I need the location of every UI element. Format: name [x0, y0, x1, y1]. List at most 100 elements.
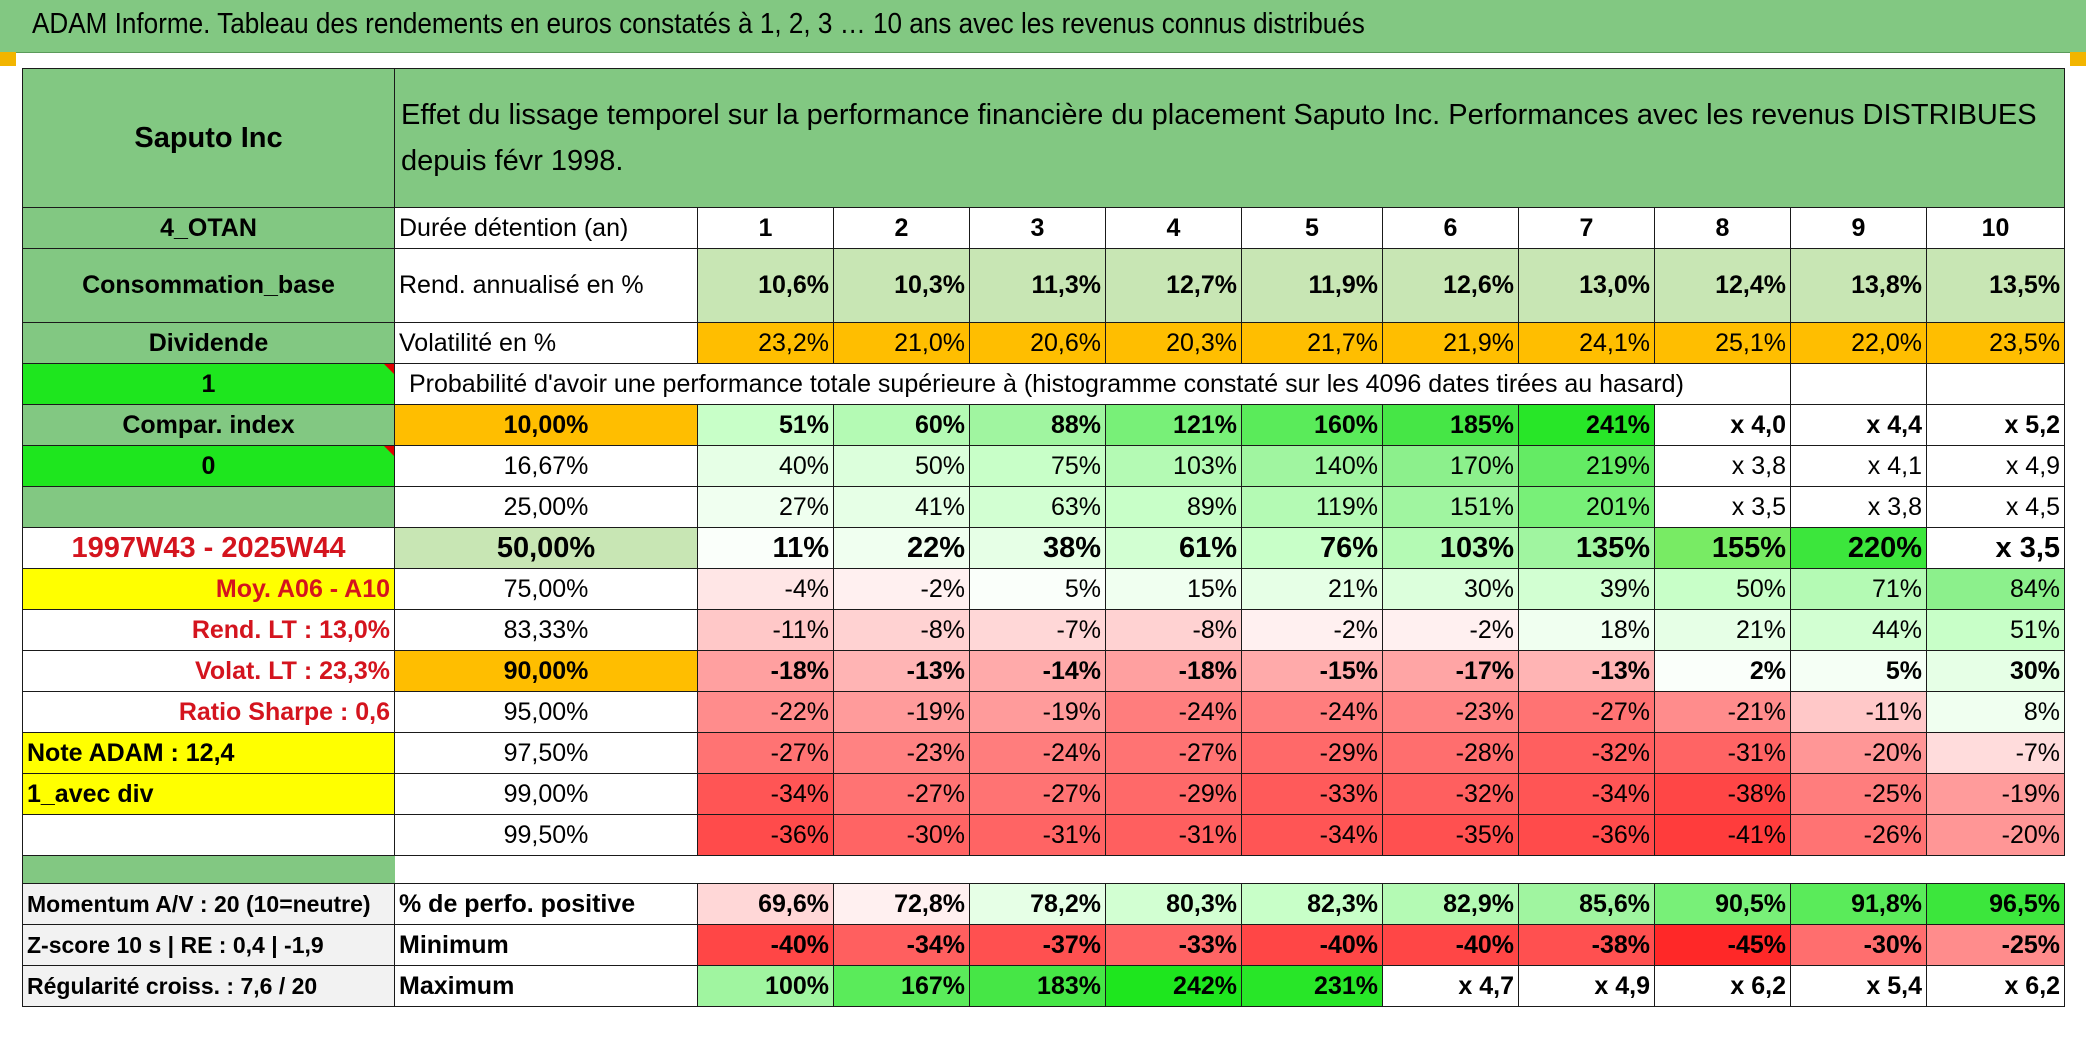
- median-row: 1997W43 - 2025W44 50,00% 11% 22% 38% 61% 76% 10…: [22, 527, 2066, 569]
- stat-cell: -37%: [969, 924, 1106, 966]
- stat-cell: -38%: [1518, 924, 1655, 966]
- year-header: 9: [1790, 207, 1927, 249]
- probability-cell: 22%: [833, 527, 970, 569]
- probability-cell: 40%: [697, 445, 834, 487]
- probability-cell: 103%: [1105, 445, 1242, 487]
- flag-zero: 0: [22, 445, 395, 487]
- probability-cell: 84%: [1925, 568, 2066, 610]
- probability-cell: -34%: [1518, 773, 1655, 815]
- probability-cell: -24%: [969, 732, 1106, 774]
- spacer-cell: [394, 855, 2065, 884]
- stat-cell: -40%: [1241, 924, 1383, 966]
- report-title: ADAM Informe. Tableau des rendements en …: [32, 8, 1365, 40]
- probability-cell: 241%: [1518, 404, 1655, 446]
- stat-cell: x 4,7: [1382, 965, 1519, 1007]
- empty-cell: [1925, 363, 2066, 405]
- probability-cell: -24%: [1105, 691, 1242, 733]
- probability-cell: -27%: [969, 773, 1106, 815]
- sector-label: Consommation_base: [22, 248, 395, 323]
- probability-cell: 170%: [1382, 445, 1519, 487]
- probability-cell: 76%: [1241, 527, 1383, 569]
- probability-cell: 21%: [1241, 568, 1383, 610]
- return-label: Rend. annualisé en %: [394, 248, 698, 323]
- return-cell: 10,6%: [697, 248, 834, 323]
- probability-cell: 135%: [1518, 527, 1655, 569]
- probability-cell: 220%: [1790, 527, 1927, 569]
- stat-label: Maximum: [394, 965, 698, 1007]
- compar-index-label: Compar. index: [22, 404, 395, 446]
- volatility-cell: 25,1%: [1654, 322, 1791, 364]
- table-title: Effet du lissage temporel sur la perform…: [393, 68, 2066, 208]
- probability-cell: 61%: [1105, 527, 1242, 569]
- probability-cell: 50%: [1654, 568, 1791, 610]
- stat-cell: x 5,4: [1790, 965, 1927, 1007]
- stat-cell: x 4,9: [1518, 965, 1655, 1007]
- indicator-label: Momentum A/V : 20 (10=neutre): [22, 883, 395, 925]
- probability-cell: 39%: [1518, 568, 1655, 610]
- probability-cell: 89%: [1105, 486, 1242, 528]
- probability-cell: 219%: [1518, 445, 1655, 487]
- probability-cell: 63%: [969, 486, 1106, 528]
- stat-cell: 91,8%: [1790, 883, 1927, 925]
- probability-cell: -34%: [1241, 814, 1383, 856]
- probability-cell: -21%: [1654, 691, 1791, 733]
- volatility-cell: 23,5%: [1925, 322, 2066, 364]
- volatility-cell: 21,0%: [833, 322, 970, 364]
- probability-cell: -34%: [697, 773, 834, 815]
- stat-cell: 183%: [969, 965, 1106, 1007]
- probability-cell: -31%: [969, 814, 1106, 856]
- group-label: 4_OTAN: [22, 207, 395, 249]
- probability-cell: 41%: [833, 486, 970, 528]
- performance-table: Saputo Inc Effet du lissage temporel sur…: [22, 68, 2066, 1007]
- spacer-row: [22, 855, 2065, 884]
- volatility-cell: 20,3%: [1105, 322, 1242, 364]
- stat-cell: 90,5%: [1654, 883, 1791, 925]
- probability-row: Rend. LT : 13,0% 83,33% -11% -8% -7% -8% -2% -2…: [22, 609, 2066, 651]
- stat-cell: 100%: [697, 965, 834, 1007]
- probability-cell: -33%: [1241, 773, 1383, 815]
- duration-row: 4_OTAN Durée détention (an) 1 2 3 4 5 6 …: [22, 207, 2066, 249]
- probability-cell: 51%: [1925, 609, 2066, 651]
- stat-cell: 82,9%: [1382, 883, 1519, 925]
- probability-cell: -15%: [1241, 650, 1383, 692]
- probability-row: 0 16,67% 40% 50% 75% 103% 140% 170% 219% x 3,8 x 4…: [22, 445, 2066, 487]
- volatility-cell: 21,9%: [1382, 322, 1519, 364]
- threshold-label: 97,50%: [394, 732, 698, 774]
- spacer-cell: [22, 855, 395, 884]
- probability-cell: -28%: [1382, 732, 1519, 774]
- average-label: Moy. A06 - A10: [22, 568, 395, 610]
- threshold-label: 95,00%: [394, 691, 698, 733]
- return-cell: 12,4%: [1654, 248, 1791, 323]
- volatility-cell: 21,7%: [1241, 322, 1383, 364]
- return-cell: 11,3%: [969, 248, 1106, 323]
- threshold-label: 90,00%: [394, 650, 698, 692]
- probability-cell: x 3,5: [1925, 527, 2066, 569]
- probability-cell: 155%: [1654, 527, 1791, 569]
- empty-cell: [1790, 363, 1927, 405]
- probability-row: Volat. LT : 23,3% 90,00% -18% -13% -14% -18% -…: [22, 650, 2066, 692]
- probability-cell: -18%: [1105, 650, 1242, 692]
- probability-cell: -36%: [697, 814, 834, 856]
- probability-cell: 201%: [1518, 486, 1655, 528]
- probability-row: 99,50% -36% -30% -31% -31% -34% -35% -36% -41% -2…: [22, 814, 2066, 856]
- probability-cell: 160%: [1241, 404, 1383, 446]
- adam-score: Note ADAM : 12,4: [22, 732, 395, 774]
- probability-cell: -29%: [1241, 732, 1383, 774]
- probability-row: Moy. A06 - A10 75,00% -4% -2% 5% 15% 21% 30% 39%…: [22, 568, 2066, 610]
- threshold-label: 25,00%: [394, 486, 698, 528]
- probability-cell: -41%: [1654, 814, 1791, 856]
- threshold-label: 99,50%: [394, 814, 698, 856]
- probability-cell: -17%: [1382, 650, 1519, 692]
- probability-cell: 50%: [833, 445, 970, 487]
- probability-cell: 119%: [1241, 486, 1383, 528]
- stat-cell: -34%: [833, 924, 970, 966]
- probability-cell: -36%: [1518, 814, 1655, 856]
- probability-cell: 5%: [969, 568, 1106, 610]
- stat-cell: 78,2%: [969, 883, 1106, 925]
- probability-row: 25,00% 27% 41% 63% 89% 119% 151% 201% x 3,5 x 3,8…: [22, 486, 2066, 528]
- probability-cell: -29%: [1105, 773, 1242, 815]
- return-row: Consommation_base Rend. annualisé en % 1…: [22, 248, 2066, 323]
- probability-cell: -7%: [969, 609, 1106, 651]
- probability-cell: -31%: [1654, 732, 1791, 774]
- probability-cell: x 4,0: [1654, 404, 1791, 446]
